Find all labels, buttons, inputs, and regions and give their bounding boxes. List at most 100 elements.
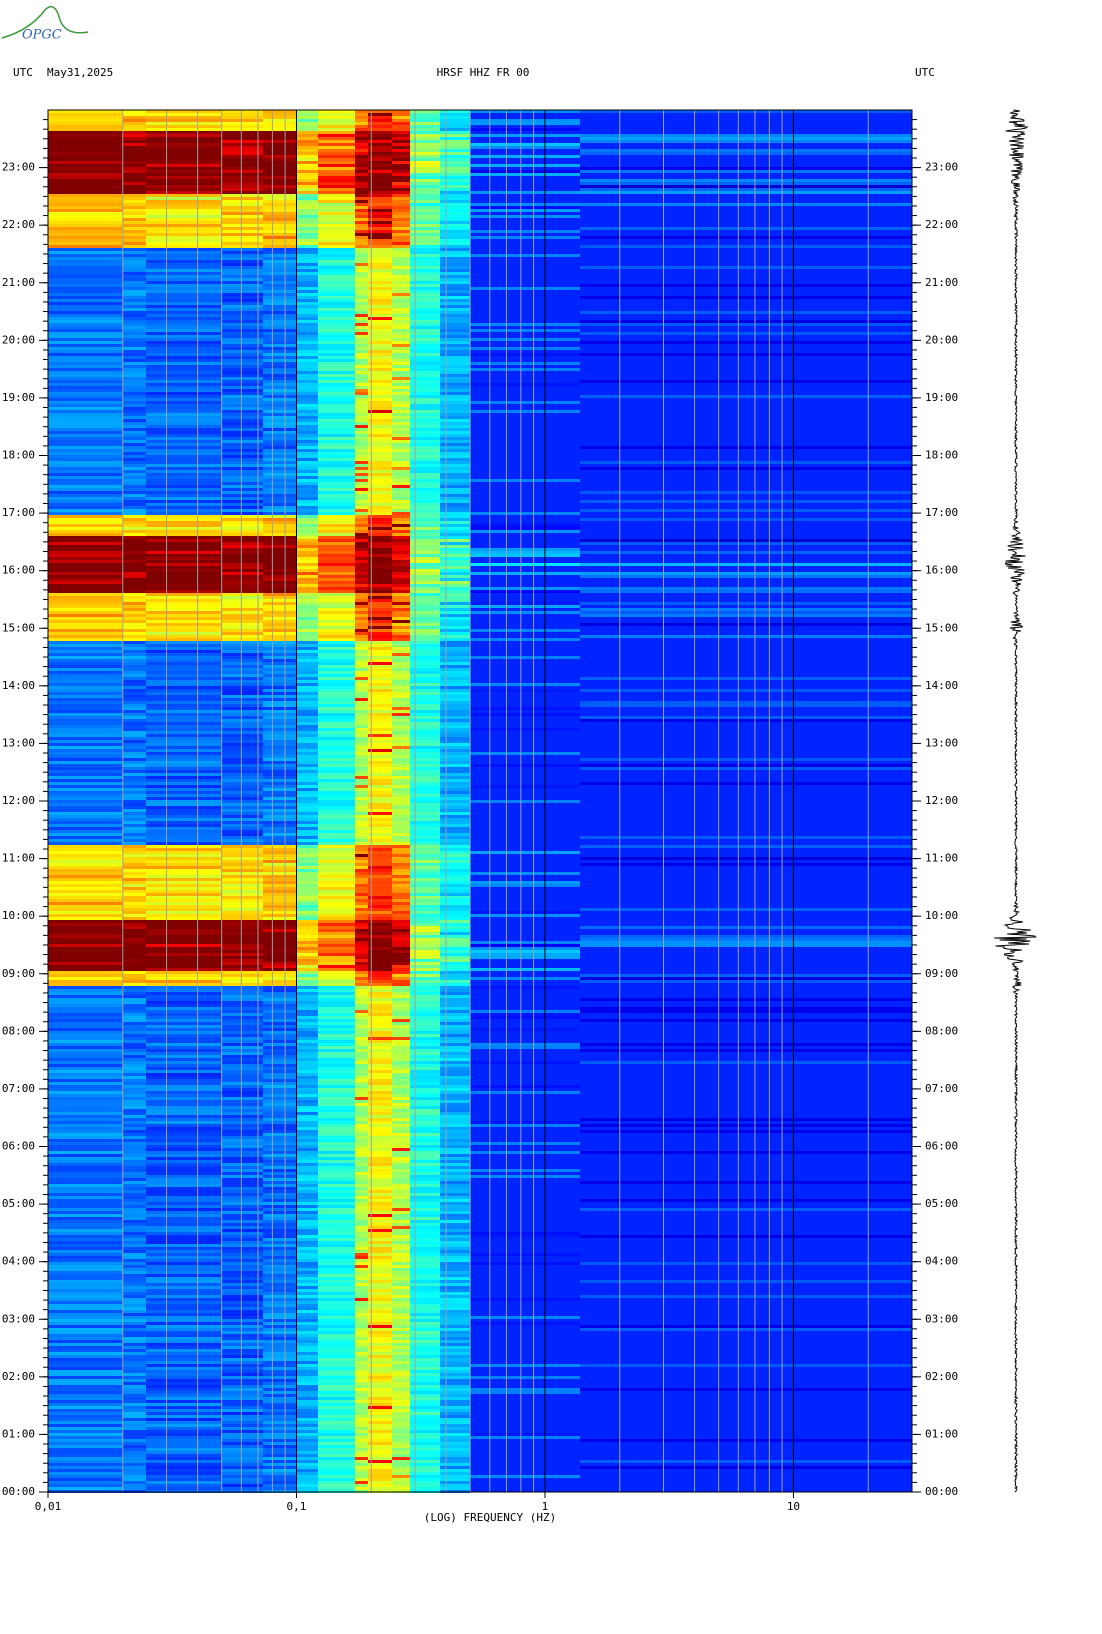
- spectrogram-cell: [318, 1211, 355, 1214]
- spectrogram-cell: [368, 611, 392, 614]
- spectrogram-cell: [392, 902, 410, 905]
- spectrogram-cell: [368, 1091, 392, 1094]
- spectrogram-cell: [123, 194, 146, 197]
- spectrogram-cell: [123, 1202, 146, 1205]
- spectrogram-cell: [296, 800, 318, 803]
- spectrogram-cell: [355, 1277, 368, 1280]
- spectrogram-cell: [355, 977, 368, 980]
- spectrogram-cell: [392, 599, 410, 602]
- spectrogram-cell: [392, 926, 410, 929]
- spectrogram-cell: [48, 587, 123, 590]
- spectrogram-cell: [263, 446, 296, 449]
- spectrogram-cell: [440, 524, 470, 527]
- spectrogram-cell: [318, 287, 355, 290]
- spectrogram-cell: [123, 767, 146, 770]
- spectrogram-cell: [368, 404, 392, 407]
- spectrogram-cell: [263, 890, 296, 893]
- spectrogram-cell: [263, 182, 296, 185]
- spectrogram-cell: [355, 1121, 368, 1124]
- spectrogram-cell: [440, 764, 470, 767]
- spectrogram-cell: [48, 332, 123, 335]
- spectrogram-cell: [296, 875, 318, 878]
- spectrogram-cell: [221, 941, 263, 944]
- spectrogram-cell: [368, 701, 392, 704]
- spectrogram-cell: [296, 935, 318, 938]
- spectrogram-cell: [355, 521, 368, 524]
- spectrogram-cell: [221, 626, 263, 629]
- spectrogram-cell: [296, 1286, 318, 1289]
- spectrogram-cell: [410, 713, 440, 716]
- spectrogram-cell: [296, 602, 318, 605]
- spectrogram-cell: [410, 794, 440, 797]
- spectrogram-cell: [440, 647, 470, 650]
- spectrogram-cell: [146, 980, 221, 983]
- spectrogram-cell: [355, 608, 368, 611]
- spectrogram-cell: [263, 1052, 296, 1055]
- spectrogram-cell: [48, 116, 123, 119]
- spectrogram-cell: [123, 818, 146, 821]
- spectrogram-cell: [440, 248, 470, 251]
- spectrogram-cell: [318, 443, 355, 446]
- spectrogram-cell: [221, 842, 263, 845]
- spectrogram-cell: [48, 578, 123, 581]
- spectrogram-cell: [123, 134, 146, 137]
- spectrogram-cell: [296, 305, 318, 308]
- spectrogram-cell: [410, 542, 440, 545]
- spectrogram-cell: [48, 476, 123, 479]
- spectrogram-cell: [470, 410, 580, 413]
- spectrogram-cell: [48, 1088, 123, 1091]
- spectrogram-cell: [296, 185, 318, 188]
- spectrogram-cell: [440, 638, 470, 641]
- spectrogram-cell: [48, 467, 123, 470]
- spectrogram-cell: [221, 512, 263, 515]
- spectrogram-cell: [48, 260, 123, 263]
- spectrogram-cell: [263, 359, 296, 362]
- spectrogram-cell: [580, 1235, 912, 1238]
- spectrogram-cell: [146, 812, 221, 815]
- spectrogram-cell: [368, 1178, 392, 1181]
- spectrogram-cell: [318, 242, 355, 245]
- spectrogram-cell: [368, 896, 392, 899]
- spectrogram-cell: [318, 1229, 355, 1232]
- spectrogram-cell: [318, 602, 355, 605]
- spectrogram-cell: [221, 113, 263, 116]
- spectrogram-cell: [221, 365, 263, 368]
- spectrogram-cell: [318, 608, 355, 611]
- spectrogram-cell: [146, 875, 221, 878]
- spectrogram-cell: [221, 362, 263, 365]
- spectrogram-cell: [221, 1142, 263, 1145]
- spectrogram-cell: [263, 422, 296, 425]
- spectrogram-cell: [440, 1163, 470, 1166]
- spectrogram-cell: [440, 920, 470, 923]
- spectrogram-cell: [318, 650, 355, 653]
- spectrogram-cell: [355, 1070, 368, 1073]
- spectrogram-cell: [263, 881, 296, 884]
- spectrogram-cell: [48, 839, 123, 842]
- spectrogram-cell: [146, 644, 221, 647]
- spectrogram-cell: [48, 1121, 123, 1124]
- spectrogram-cell: [580, 611, 912, 614]
- spectrogram-cell: [368, 677, 392, 680]
- spectrogram-cell: [123, 566, 146, 569]
- spectrogram-cell: [470, 764, 580, 767]
- spectrogram-cell: [318, 971, 355, 974]
- spectrogram-cell: [263, 962, 296, 965]
- spectrogram-cell: [146, 1055, 221, 1058]
- spectrogram-cell: [221, 992, 263, 995]
- spectrogram-cell: [221, 1070, 263, 1073]
- spectrogram-cell: [221, 587, 263, 590]
- spectrogram-cell: [146, 230, 221, 233]
- spectrogram-cell: [355, 470, 368, 473]
- spectrogram-cell: [263, 986, 296, 989]
- spectrogram-cell: [355, 647, 368, 650]
- spectrogram-cell: [296, 377, 318, 380]
- spectrogram-cell: [221, 434, 263, 437]
- spectrogram-cell: [318, 1289, 355, 1292]
- spectrogram-cell: [296, 755, 318, 758]
- spectrogram-cell: [263, 608, 296, 611]
- spectrogram-cell: [580, 935, 912, 938]
- spectrogram-cell: [440, 542, 470, 545]
- spectrogram-cell: [263, 674, 296, 677]
- spectrogram-cell: [410, 512, 440, 515]
- spectrogram-cell: [355, 863, 368, 866]
